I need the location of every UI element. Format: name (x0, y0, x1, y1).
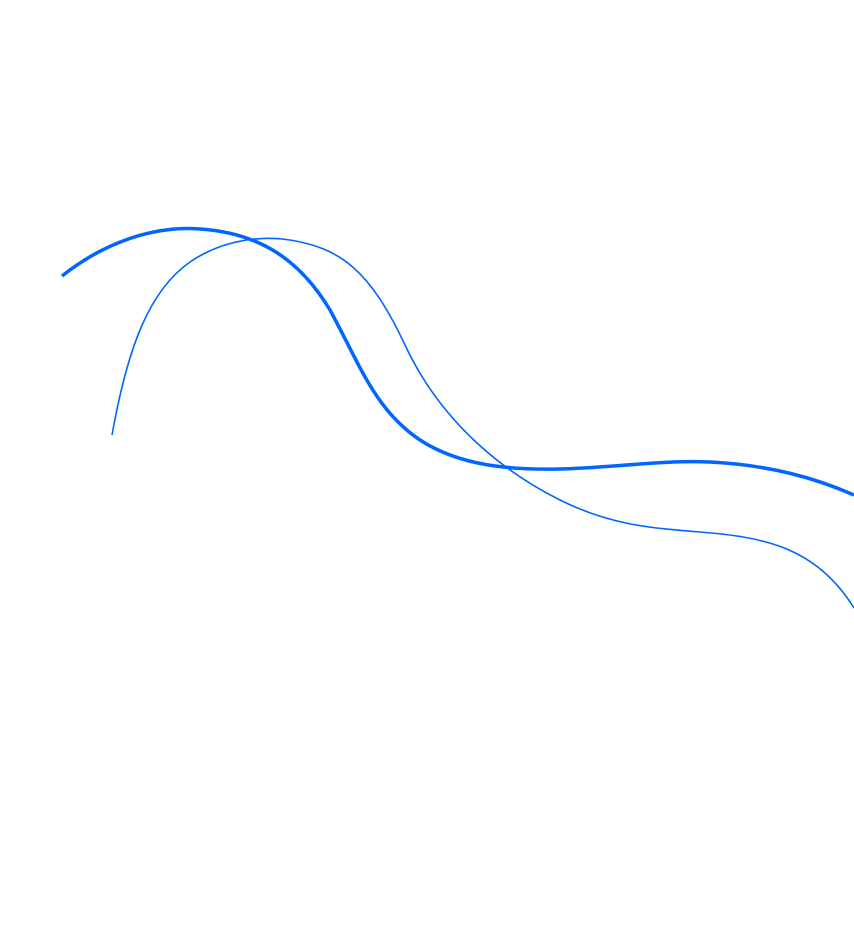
thin-wave-curve (111, 237, 854, 609)
thick-wave-curve (60, 226, 854, 497)
